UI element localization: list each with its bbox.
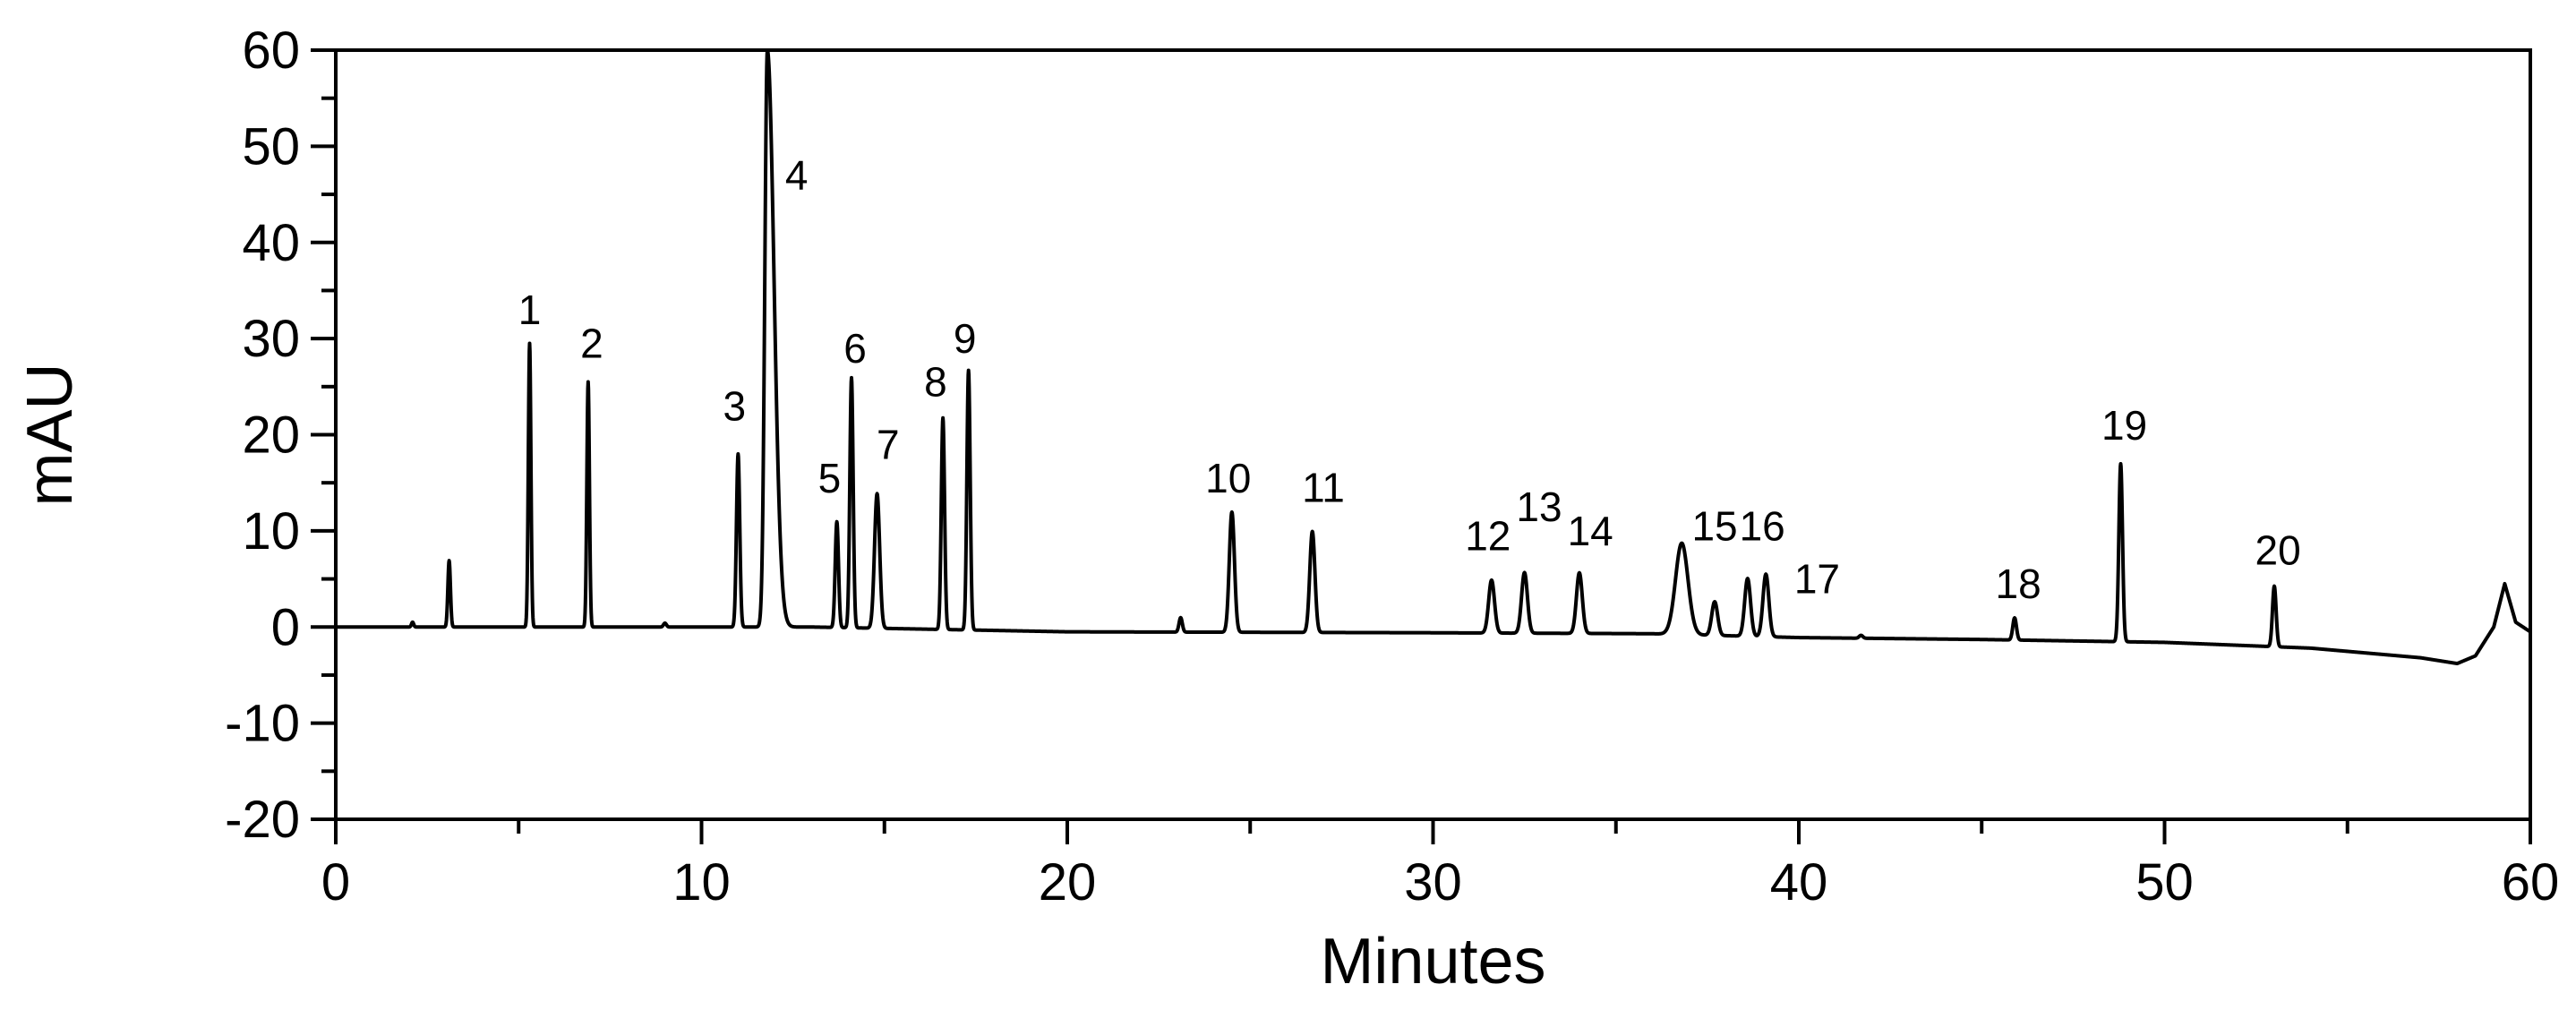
peak-label: 19 [2101, 402, 2147, 449]
y-axis-label: mAU [14, 364, 86, 507]
y-tick-label: 60 [242, 21, 300, 80]
y-tick-label: 20 [242, 407, 300, 465]
y-tick-label: -20 [225, 791, 300, 849]
y-tick-label: 50 [242, 117, 300, 175]
peak-label: 16 [1740, 503, 1785, 550]
peak-label: 15 [1691, 503, 1737, 550]
x-tick-label: 30 [1404, 853, 1462, 912]
peak-label: 17 [1794, 556, 1840, 603]
y-tick-label: 40 [242, 214, 300, 272]
x-tick-label: 20 [1039, 853, 1097, 912]
y-tick-label: 10 [242, 502, 300, 561]
x-tick-label: 0 [321, 853, 350, 912]
peak-label: 13 [1516, 484, 1562, 530]
series-group [336, 50, 2530, 666]
plot-frame [334, 48, 2532, 821]
y-tick-label: 30 [242, 310, 300, 368]
peak-label: 9 [954, 315, 977, 362]
x-tick-label: 50 [2135, 853, 2194, 912]
y-tick-label: 0 [271, 598, 300, 656]
x-tick-label: 10 [672, 853, 731, 912]
x-axis-label: Minutes [1320, 926, 1545, 997]
peak-label: 10 [1205, 455, 1251, 501]
chromatogram-series-line [336, 50, 2530, 666]
x-axis: 0 10 20 30 40 50 60 [321, 819, 2559, 912]
peak-label: 20 [2255, 526, 2301, 573]
peak-label: 11 [1302, 465, 1345, 511]
peak-label: 12 [1465, 512, 1511, 559]
peak-label: 14 [1568, 508, 1613, 554]
peak-label: 6 [843, 325, 867, 372]
peak-label: 3 [723, 382, 746, 429]
peak-label: 7 [877, 421, 900, 467]
y-tick-label: -10 [225, 695, 300, 753]
x-tick-label: 40 [1770, 853, 1828, 912]
peak-label: 1 [518, 287, 542, 333]
peak-label: 2 [580, 321, 603, 367]
peak-label: 4 [785, 152, 809, 199]
peak-label: 18 [1996, 561, 2041, 607]
y-axis: -20 -10 0 10 20 30 40 50 60 [225, 21, 336, 849]
peak-label: 5 [818, 455, 842, 501]
peak-label: 8 [924, 359, 947, 406]
x-tick-label: 60 [2502, 853, 2560, 912]
